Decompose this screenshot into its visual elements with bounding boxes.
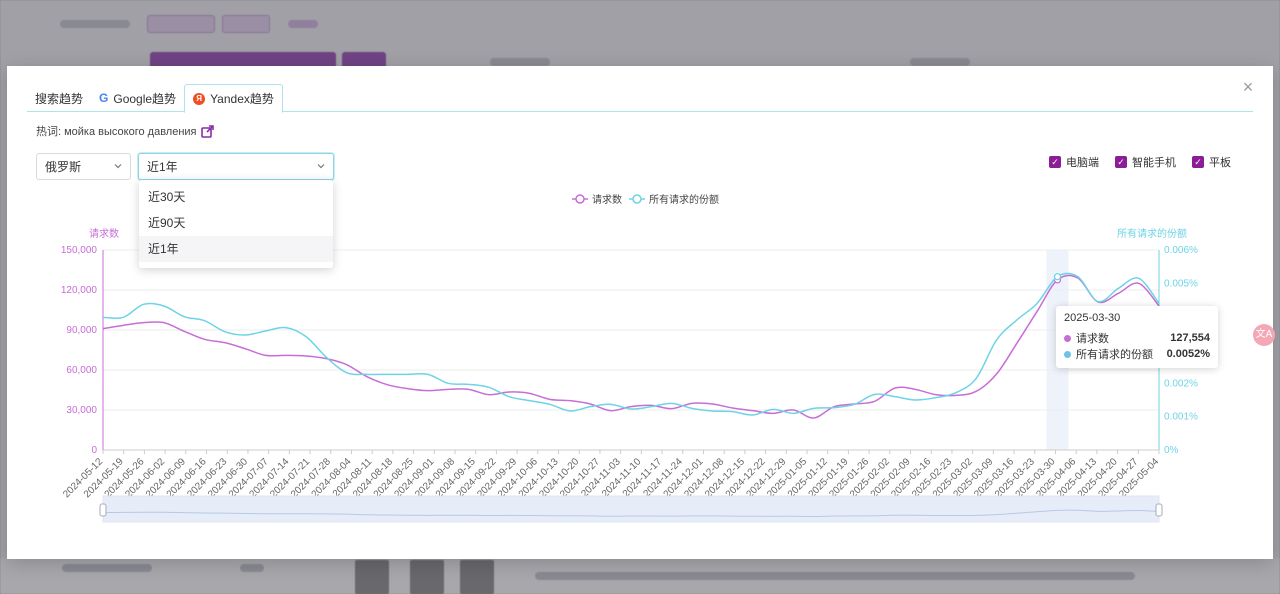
bg-chip: [150, 52, 336, 70]
zoom-slider: [102, 495, 1160, 523]
series-dot-icon: [1064, 350, 1071, 358]
tab-label: Google趋势: [113, 91, 177, 106]
hover-point: [1053, 273, 1062, 281]
tab-google-trend[interactable]: G Google趋势: [91, 84, 184, 112]
checkbox-checked-icon: ✓: [1192, 156, 1204, 168]
tooltip-value: 127,554: [1170, 332, 1210, 344]
tab-search-trend[interactable]: 搜索趋势: [27, 84, 91, 112]
zoom-handle-right: [1155, 503, 1163, 517]
y2-tick-label: 0.006%: [1164, 245, 1198, 256]
share-line: [102, 272, 1160, 416]
keyword-label: 热词: мойка высокого давления: [36, 126, 197, 138]
bg-text: [60, 20, 130, 28]
bg-chip: [222, 15, 270, 33]
keyword-row: 热词: мойка высокого давления: [36, 123, 215, 139]
trend-modal: × 搜索趋势 G Google趋势 Я Yandex趋势 热词: мойка в…: [7, 66, 1273, 559]
period-dropdown: 近30天 近90天 近1年: [139, 180, 333, 268]
device-label: 智能手机: [1132, 157, 1176, 169]
period-option-90d[interactable]: 近90天: [148, 216, 186, 230]
tooltip-label: 所有请求的份额: [1076, 349, 1153, 361]
chevron-down-icon: [317, 164, 325, 169]
bg-text: [490, 58, 550, 66]
y-axis-title: 请求数: [89, 227, 119, 240]
region-select[interactable]: 俄罗斯: [36, 153, 131, 180]
tab-yandex-trend[interactable]: Я Yandex趋势: [184, 84, 283, 113]
y-tick-label: 90,000: [66, 325, 97, 336]
period-option-1y[interactable]: 近1年: [139, 236, 333, 262]
bg-chip: [147, 15, 215, 33]
device-filters: ✓ 电脑端 ✓ 智能手机 ✓ 平板: [1049, 154, 1231, 170]
bg-chip: [342, 52, 386, 70]
series-dot-icon: [1064, 334, 1071, 342]
bg-text: [288, 20, 318, 28]
period-select-value: 近1年: [147, 160, 178, 174]
tab-label: 搜索趋势: [35, 91, 84, 106]
tooltip-row-share: 所有请求的份额 0.0052%: [1064, 346, 1210, 362]
chevron-down-icon: [114, 164, 122, 169]
yandex-icon: Я: [193, 92, 206, 105]
bg-thumb: [355, 560, 389, 594]
close-button[interactable]: ×: [1242, 77, 1254, 97]
device-smartphone-checkbox[interactable]: ✓ 智能手机: [1115, 154, 1176, 170]
bg-text: [910, 58, 970, 66]
legend-marker: [632, 194, 642, 204]
y-tick-label: 150,000: [61, 245, 98, 256]
y-tick-label: 30,000: [66, 405, 97, 416]
requests-line: [102, 274, 1160, 419]
tooltip-date: 2025-03-30: [1064, 312, 1121, 324]
y-tick-label: 60,000: [66, 365, 97, 376]
legend-marker: [575, 194, 585, 204]
tab-label: Yandex趋势: [210, 92, 274, 106]
legend-label: 请求数: [592, 193, 622, 206]
bg-thumb: [460, 560, 494, 594]
trend-tabs: 搜索趋势 G Google趋势 Я Yandex趋势: [27, 84, 1253, 113]
device-desktop-checkbox[interactable]: ✓ 电脑端: [1049, 154, 1099, 170]
region-select-value: 俄罗斯: [45, 160, 82, 174]
google-icon: G: [99, 91, 109, 105]
bg-thumb: [410, 560, 444, 594]
y2-axis-title: 所有请求的份额: [1117, 227, 1187, 240]
y-tick-label: 120,000: [61, 285, 98, 296]
y2-tick-label: 0.002%: [1164, 378, 1198, 389]
zoom-handle-left: [99, 503, 107, 517]
bg-text: [62, 564, 152, 572]
checkbox-checked-icon: ✓: [1115, 156, 1127, 168]
tooltip-label: 请求数: [1076, 333, 1109, 345]
share-icon[interactable]: [200, 124, 215, 138]
tooltip-row-requests: 请求数 127,554: [1064, 330, 1210, 346]
period-select[interactable]: 近1年: [138, 153, 334, 180]
y2-tick-label: 0%: [1164, 445, 1179, 456]
legend-label: 所有请求的份额: [649, 193, 719, 206]
tooltip-value: 0.0052%: [1166, 348, 1210, 360]
checkbox-checked-icon: ✓: [1049, 156, 1061, 168]
translate-icon[interactable]: 文A: [1253, 324, 1275, 346]
device-label: 平板: [1209, 157, 1231, 169]
device-tablet-checkbox[interactable]: ✓ 平板: [1192, 154, 1231, 170]
device-label: 电脑端: [1066, 157, 1099, 169]
y2-tick-label: 0.001%: [1164, 412, 1198, 423]
period-option-30d[interactable]: 近30天: [148, 190, 186, 204]
trend-chart: 0 30,000 60,000 90,000 120,000 150,000 0% 0.001…: [61, 193, 1198, 523]
zoom-preview-line: [102, 509, 1160, 518]
y2-tick-label: 0.005%: [1164, 278, 1198, 289]
chart-tooltip: 2025-03-30 请求数 127,554 所有请求的份额 0.0052%: [1056, 306, 1218, 368]
bg-text: [240, 564, 264, 572]
bg-text: [535, 572, 1135, 580]
y-tick-label: 0: [91, 445, 97, 456]
